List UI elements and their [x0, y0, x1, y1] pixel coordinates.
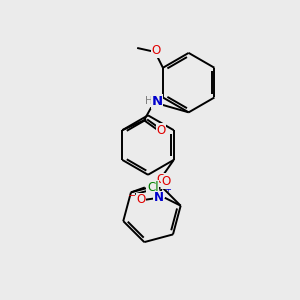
Text: N: N — [152, 95, 163, 108]
Text: +: + — [164, 185, 171, 194]
Text: O: O — [156, 124, 166, 137]
Text: H: H — [145, 97, 153, 106]
Text: −: − — [128, 191, 136, 201]
Text: O: O — [152, 44, 160, 57]
Text: N: N — [154, 191, 164, 204]
Text: Cl: Cl — [147, 181, 159, 194]
Text: O: O — [136, 193, 146, 206]
Text: O: O — [156, 173, 166, 186]
Text: O: O — [161, 176, 170, 188]
